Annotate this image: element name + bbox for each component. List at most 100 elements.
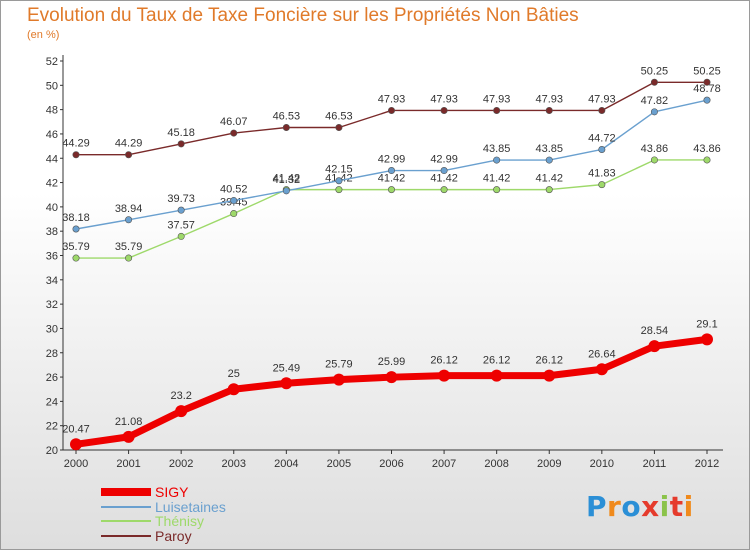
data-label-sigy: 20.47 [62,423,90,435]
data-point-sigy [490,369,503,382]
data-point-thenisy [650,156,658,164]
data-label-luisetaines: 42.15 [325,164,353,176]
proxiti-logo: Proxiti [586,490,694,523]
x-tick-label: 2008 [484,458,508,470]
x-tick-label: 2009 [537,458,561,470]
data-point-luisetaines [703,96,711,104]
legend-item-sigy: SIGY [101,485,226,500]
data-point-paroy [545,106,553,114]
data-point-sigy [70,438,82,451]
legend-item-paroy: Paroy [101,529,226,544]
data-label-thenisy: 35.79 [62,241,90,253]
data-point-paroy [335,123,343,131]
legend-label-paroy: Paroy [155,527,192,544]
x-tick-label: 2002 [169,458,193,470]
data-label-paroy: 47.93 [483,93,511,105]
x-tick-label: 2003 [222,458,246,470]
data-point-thenisy [230,210,238,218]
y-tick-label: 48 [46,105,58,117]
data-label-sigy: 29.1 [696,318,717,330]
data-point-paroy [72,151,80,159]
data-label-sigy: 25.79 [325,359,353,371]
data-label-paroy: 46.07 [220,116,248,128]
x-tick-label: 2005 [327,458,351,470]
data-point-paroy [493,106,501,114]
data-point-paroy [230,129,238,137]
data-point-sigy [595,363,608,376]
data-label-paroy: 47.93 [588,93,616,105]
data-label-paroy: 50.25 [693,65,721,77]
data-label-luisetaines: 38.18 [62,212,90,224]
y-tick-label: 34 [46,275,58,287]
data-label-luisetaines: 43.85 [483,143,511,155]
data-label-luisetaines: 39.73 [167,193,195,205]
legend-swatch-sigy [101,488,151,497]
data-label-paroy: 46.53 [325,110,353,122]
data-point-luisetaines [72,225,80,233]
data-point-paroy [125,151,133,159]
data-label-luisetaines: 44.72 [588,132,616,144]
logo-letter: o [621,490,642,523]
data-point-thenisy [125,254,133,262]
legend-swatch-thenisy [101,520,151,523]
data-label-sigy: 26.64 [588,348,616,360]
y-tick-label: 40 [46,202,58,214]
data-label-luisetaines: 38.94 [115,203,143,215]
legend-item-luisetaines: Luisetaines [101,500,226,515]
data-label-thenisy: 41.42 [273,173,301,185]
data-label-paroy: 44.29 [115,138,143,150]
data-point-sigy [543,369,556,382]
x-tick-label: 2000 [64,458,88,470]
legend-swatch-luisetaines [101,505,151,508]
data-label-luisetaines: 41.32 [273,174,301,186]
data-point-sigy [227,383,240,396]
y-tick-label: 50 [46,80,58,92]
data-label-thenisy: 41.42 [378,173,406,185]
data-point-sigy [648,340,661,353]
chart-title: Evolution du Taux de Taxe Foncière sur l… [27,5,579,26]
y-tick-label: 22 [46,421,58,433]
y-tick-label: 20 [46,445,58,457]
legend-label-sigy: SIGY [155,484,189,501]
logo-letter: P [586,490,608,523]
x-tick-label: 2012 [695,458,719,470]
data-label-paroy: 47.93 [535,93,563,105]
logo-letter: x [641,490,660,523]
legend-item-thenisy: Thénisy [101,514,226,529]
data-point-luisetaines [282,187,290,195]
logo-letter: r [607,490,622,523]
data-point-thenisy [493,186,501,194]
data-label-sigy: 21.08 [115,416,143,428]
data-point-luisetaines [177,206,185,214]
data-point-luisetaines [545,156,553,164]
data-point-thenisy [177,232,185,240]
y-tick-label: 38 [46,226,58,238]
chart-subtitle: (en %) [27,29,60,41]
x-tick-label: 2006 [379,458,403,470]
legend-label-luisetaines: Luisetaines [155,498,226,515]
data-point-sigy [701,333,713,346]
data-point-luisetaines [440,167,448,175]
data-label-paroy: 45.18 [167,127,195,139]
data-point-thenisy [72,254,80,262]
data-point-paroy [387,106,395,114]
data-point-luisetaines [230,197,238,205]
data-point-thenisy [440,186,448,194]
data-label-sigy: 28.54 [641,325,669,337]
x-tick-label: 2007 [432,458,456,470]
data-label-thenisy: 35.79 [115,241,143,253]
data-label-paroy: 46.53 [273,110,301,122]
y-tick-label: 46 [46,129,58,141]
data-label-paroy: 50.25 [641,65,669,77]
data-label-sigy: 26.12 [430,355,458,367]
logo-letter: i [683,490,694,523]
data-label-thenisy: 41.42 [430,173,458,185]
y-tick-label: 24 [46,396,58,408]
y-tick-label: 26 [46,372,58,384]
legend: SIGY Luisetaines Thénisy Paroy [101,485,226,543]
data-point-sigy [280,377,293,390]
legend-label-thenisy: Thénisy [155,513,205,530]
y-tick-label: 44 [46,153,58,165]
